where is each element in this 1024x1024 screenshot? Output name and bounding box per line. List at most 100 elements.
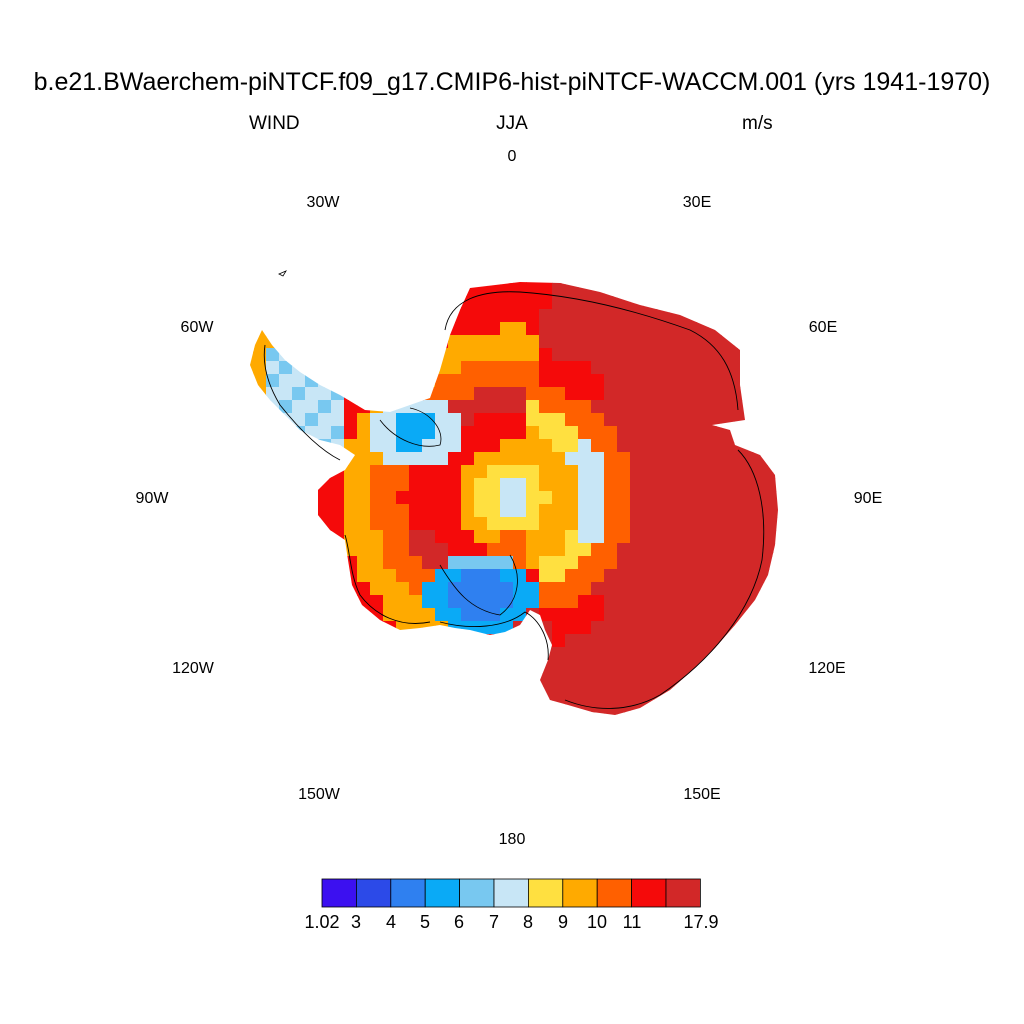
field-cell [357, 452, 371, 466]
field-cell [539, 348, 553, 362]
field-cell [318, 387, 332, 401]
field-cell [409, 686, 423, 700]
field-cell [669, 322, 683, 336]
field-cell [734, 595, 748, 609]
field-cell [760, 543, 774, 557]
field-cell [266, 426, 280, 440]
field-cell [513, 634, 527, 648]
field-cell [760, 647, 774, 661]
field-cell [682, 686, 696, 700]
field-cell [344, 400, 358, 414]
field-cell [760, 387, 774, 401]
field-cell [435, 452, 449, 466]
field-cell [383, 413, 397, 427]
field-cell [734, 504, 748, 518]
field-cell [292, 465, 306, 479]
field-cell [773, 608, 778, 622]
field-cell [591, 282, 605, 284]
field-cell [773, 582, 778, 596]
field-cell [773, 374, 778, 388]
field-cell [250, 361, 254, 375]
field-cell [643, 400, 657, 414]
field-cell [279, 387, 293, 401]
field-cell [253, 647, 267, 661]
field-cell [617, 556, 631, 570]
field-cell [604, 426, 618, 440]
lon-label-120w: 120W [172, 660, 214, 677]
field-cell [682, 335, 696, 349]
field-cell [695, 621, 709, 635]
field-cell [513, 530, 527, 544]
field-cell [370, 517, 384, 531]
field-cell [773, 309, 778, 323]
field-cell [435, 478, 449, 492]
field-cell [370, 282, 384, 284]
field-cell [760, 361, 774, 375]
field-cell [474, 361, 488, 375]
field-cell [370, 660, 384, 674]
field-cell [552, 530, 566, 544]
field-cell [461, 348, 475, 362]
field-cell [630, 478, 644, 492]
field-cell [461, 673, 475, 687]
field-cell [773, 556, 778, 570]
field-cell [357, 322, 371, 336]
field-cell [578, 322, 592, 336]
field-cell [682, 478, 696, 492]
field-cell [721, 517, 735, 531]
field-cell [422, 282, 436, 284]
field-cell [682, 322, 696, 336]
field-cell [526, 282, 540, 284]
field-cell [409, 309, 423, 323]
field-cell [370, 439, 384, 453]
field-cell [409, 699, 423, 713]
field-cell [682, 582, 696, 596]
field-cell [500, 595, 514, 609]
field-cell [279, 621, 293, 635]
field-cell [708, 387, 722, 401]
field-cell [682, 283, 696, 297]
field-cell [747, 491, 761, 505]
field-cell [305, 413, 319, 427]
field-cell [253, 309, 267, 323]
field-cell [474, 452, 488, 466]
field-cell [266, 647, 280, 661]
colorbar-swatch [631, 878, 667, 908]
field-cell [539, 673, 553, 687]
field-cell [250, 400, 254, 414]
field-cell [630, 556, 644, 570]
field-cell [786, 712, 800, 726]
field-cell [344, 309, 358, 323]
field-cell [656, 517, 670, 531]
field-cell [409, 608, 423, 622]
field-cell [448, 322, 462, 336]
field-cell [578, 530, 592, 544]
field-cell [669, 582, 683, 596]
field-cell [656, 348, 670, 362]
field-cell [617, 283, 631, 297]
field-cell [565, 556, 579, 570]
field-cell [448, 530, 462, 544]
field-cell [708, 608, 722, 622]
field-cell [357, 400, 371, 414]
field-cell [435, 348, 449, 362]
field-cell [305, 686, 319, 700]
field-cell [695, 530, 709, 544]
field-cell [682, 452, 696, 466]
field-cell [773, 348, 778, 362]
field-cell [565, 530, 579, 544]
field-cell [461, 387, 475, 401]
field-cell [474, 400, 488, 414]
field-cell [253, 686, 267, 700]
field-cell [305, 595, 319, 609]
field-cell [721, 296, 735, 310]
field-cell [617, 608, 631, 622]
field-cell [747, 282, 761, 284]
field-cell [266, 699, 280, 713]
field-cell [344, 322, 358, 336]
field-cell [747, 478, 761, 492]
field-cell [682, 517, 696, 531]
field-cell [747, 400, 761, 414]
field-cell [708, 556, 722, 570]
field-cell [383, 634, 397, 648]
